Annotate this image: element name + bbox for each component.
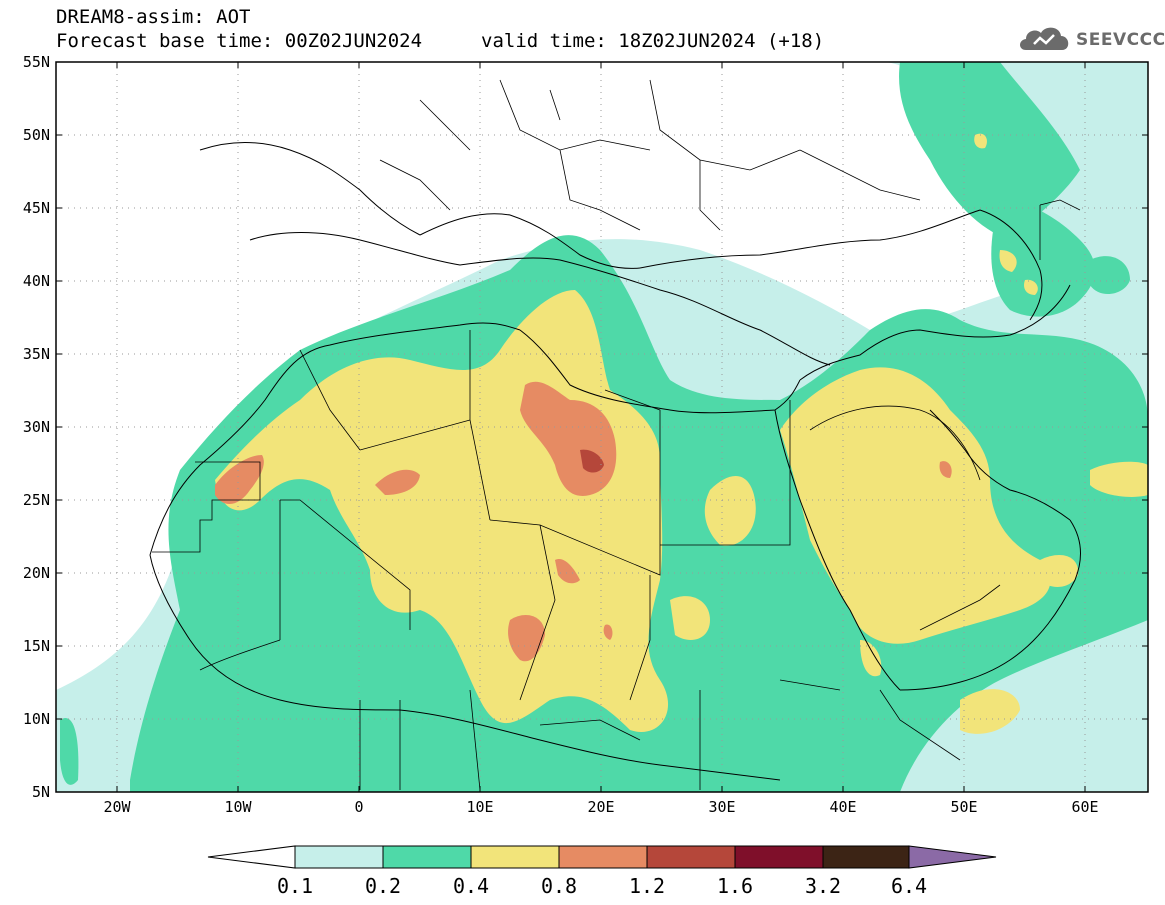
lat-label: 45N (23, 199, 50, 217)
colorbar-segment (382, 845, 472, 869)
lat-label: 50N (23, 126, 50, 144)
colorbar-segment (470, 845, 560, 869)
colorbar-lower-arrow (207, 845, 296, 869)
colorbar-label: 0.8 (541, 874, 577, 898)
base-time-text: Forecast base time: 00Z02JUN2024 (56, 30, 423, 52)
colorbar-segment (822, 845, 910, 869)
lat-label: 20N (23, 564, 50, 582)
lon-label: 20E (587, 798, 614, 816)
lat-label: 30N (23, 418, 50, 436)
colorbar-label: 1.6 (717, 874, 753, 898)
colorbar-label: 1.2 (629, 874, 665, 898)
lon-label: 50E (950, 798, 977, 816)
lon-label: 20W (103, 798, 131, 816)
colorbar: 0.1 0.2 0.4 0.8 1.2 1.6 3.2 6.4 (207, 845, 997, 898)
country-borders (152, 79, 1081, 791)
colorbar-upper-arrow (908, 845, 997, 869)
colorbar-label: 6.4 (891, 874, 927, 898)
latitude-labels: 55N 50N 45N 40N 35N 30N 25N 20N 15N 10N … (23, 53, 50, 801)
valid-time: valid time: 18Z02JUN2024 (+18) (481, 30, 825, 52)
lon-label: 0 (354, 798, 363, 816)
lat-label: 15N (23, 637, 50, 655)
seevccc-logo: SEEVCCC (1016, 22, 1165, 58)
colorbar-label: 3.2 (805, 874, 841, 898)
lat-label: 10N (23, 710, 50, 728)
colorbar-segment (558, 845, 648, 869)
aot-band-1.2-1.6 (580, 449, 604, 473)
colorbar-label: 0.4 (453, 874, 489, 898)
cloud-logo-icon (1020, 27, 1069, 50)
lat-label: 5N (32, 783, 50, 801)
map-title: DREAM8-assim: AOT (56, 6, 251, 28)
lat-label: 40N (23, 272, 50, 290)
lon-label: 60E (1071, 798, 1098, 816)
colorbar-segment (646, 845, 736, 869)
logo-text: SEEVCCC (1076, 30, 1165, 50)
lat-label: 55N (23, 53, 50, 71)
lon-label: 10E (466, 798, 493, 816)
colorbar-segment (734, 845, 824, 869)
colorbar-segment (294, 845, 384, 869)
lat-label: 35N (23, 345, 50, 363)
aot-field (56, 62, 1148, 792)
colorbar-label: 0.1 (277, 874, 313, 898)
lon-label: 40E (829, 798, 856, 816)
colorbar-label: 0.2 (365, 874, 401, 898)
lat-label: 25N (23, 491, 50, 509)
lon-label: 30E (708, 798, 735, 816)
gridlines (56, 62, 1148, 792)
axis-ticks (56, 61, 1148, 793)
longitude-labels: 20W 10W 0 10E 20E 30E 40E 50E 60E (103, 798, 1098, 816)
lon-label: 10W (224, 798, 252, 816)
forecast-base-time: Forecast base time: 00Z02JUN2024 valid ti… (56, 30, 824, 52)
